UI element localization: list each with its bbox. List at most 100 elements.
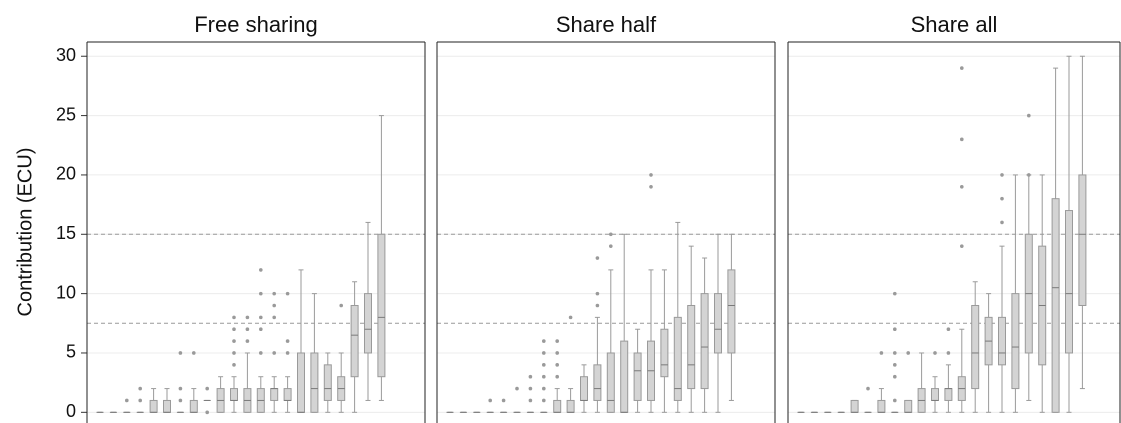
box [553,399,562,413]
outlier [595,256,600,260]
outlier [893,363,897,367]
box [1078,174,1087,306]
outlier [192,351,196,355]
box [566,399,575,413]
box [877,399,886,413]
outlier [542,386,546,391]
outlier [125,398,129,403]
outlier [1027,173,1031,177]
outlier [232,327,236,332]
box [904,399,913,413]
outlier [542,351,546,355]
outlier [1000,220,1004,225]
outlier [960,66,964,70]
outlier [205,386,209,391]
box [700,293,709,390]
y-tick-label: 25 [56,104,76,124]
box [1065,210,1073,354]
outlier [595,291,600,296]
box [971,304,980,390]
outlier [893,398,897,403]
outlier [232,351,236,355]
outlier [178,386,183,391]
outlier [946,351,951,355]
panel-title: Share half [556,12,657,37]
box [149,399,158,413]
outlier [232,363,236,367]
outlier [528,386,533,391]
outlier [555,363,559,367]
box [1011,293,1020,390]
outlier [542,398,546,403]
box [714,293,722,354]
outlier [272,291,277,296]
panel-title: Free sharing [194,12,318,37]
box [727,269,736,354]
outlier [232,339,236,343]
y-tick-label: 15 [56,223,76,243]
box [163,399,171,413]
y-tick-label: 0 [66,401,76,421]
box [310,352,319,413]
outlier [906,351,910,355]
outlier [285,339,290,343]
box [189,399,198,413]
outlier [1000,196,1004,201]
box [606,352,615,413]
outlier [259,327,263,332]
outlier [178,398,183,403]
outlier [568,315,573,320]
outlier [542,339,546,343]
box [377,233,386,378]
outlier [542,363,546,367]
box [350,304,359,378]
y-tick-label: 30 [56,45,76,65]
box [297,352,305,413]
box [850,399,859,413]
box [944,388,953,401]
outlier [933,351,937,355]
box [364,293,372,354]
box [660,328,669,378]
outlier [205,410,209,415]
box [687,304,696,390]
box [323,364,332,401]
outlier [515,386,519,391]
outlier [879,351,884,355]
box [931,388,939,401]
box [998,316,1006,366]
outlier [609,232,613,237]
outlier [555,339,559,343]
outlier [1027,113,1031,118]
outlier [893,327,897,332]
outlier [555,374,559,379]
outlier [528,398,533,403]
box [633,352,642,401]
outlier [259,351,263,355]
outlier [960,137,964,142]
outlier [245,339,250,343]
outlier [138,386,142,391]
outlier [555,351,559,355]
outlier [259,291,263,296]
outlier [960,185,964,189]
box [580,376,588,401]
outlier [272,315,277,320]
outlier [528,374,533,379]
outlier [488,398,493,403]
outlier [893,291,897,296]
outlier [138,398,142,403]
outlier [245,315,250,320]
outlier [960,244,964,248]
outlier [649,185,653,189]
outlier [245,327,250,332]
outlier [866,386,870,391]
outlier [542,374,546,379]
y-tick-label: 10 [56,282,76,302]
outlier [501,398,506,403]
outlier [893,374,897,379]
outlier [1000,173,1004,177]
box [270,388,279,401]
